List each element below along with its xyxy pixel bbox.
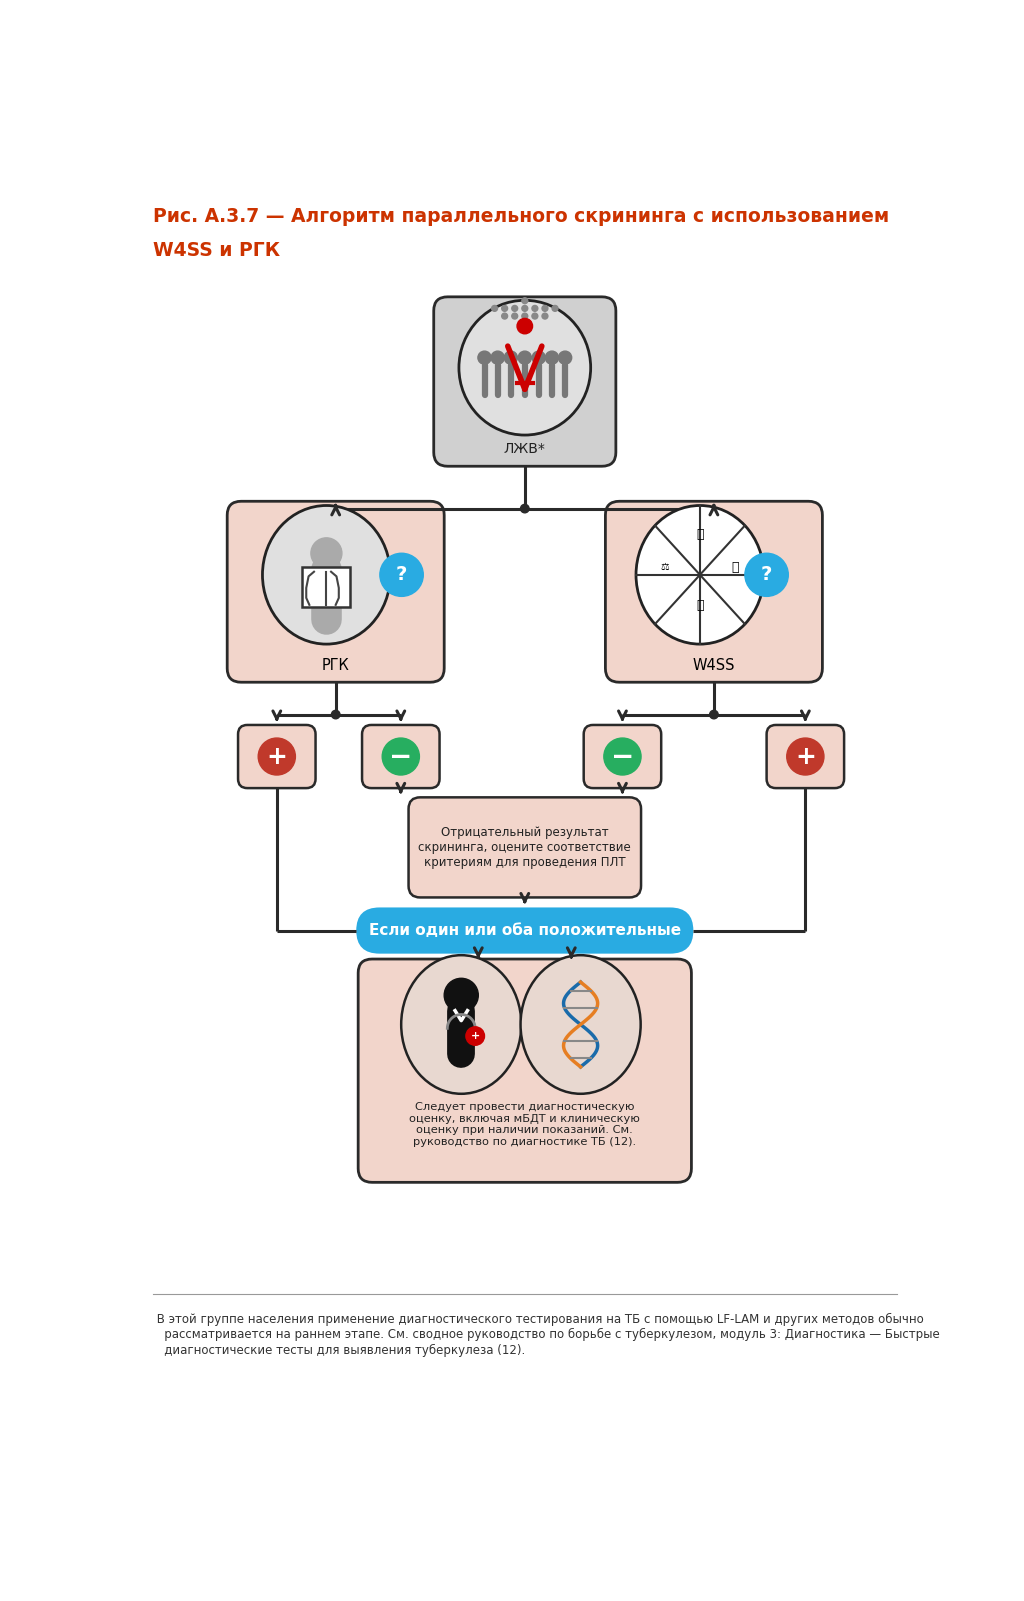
Ellipse shape [401,956,521,1093]
FancyBboxPatch shape [356,908,693,954]
Text: Если один или оба положительные: Если один или оба положительные [369,924,681,938]
Circle shape [517,319,532,333]
Text: +: + [795,744,816,768]
Circle shape [604,738,641,775]
Text: 👤: 👤 [696,528,703,541]
Text: ЛЖВ*: ЛЖВ* [504,442,546,456]
Circle shape [380,554,423,596]
Circle shape [332,711,340,719]
Circle shape [311,538,342,568]
Text: ⚖: ⚖ [660,562,670,572]
FancyBboxPatch shape [409,797,641,898]
Circle shape [492,306,498,311]
FancyBboxPatch shape [434,296,615,466]
Text: W4SS: W4SS [692,658,735,672]
Text: ?: ? [761,565,772,584]
Circle shape [552,306,558,311]
Circle shape [531,314,538,319]
FancyBboxPatch shape [767,725,844,788]
Ellipse shape [520,956,641,1093]
Circle shape [531,306,538,311]
Circle shape [744,554,788,596]
Circle shape [502,314,508,319]
Circle shape [382,738,420,775]
Circle shape [518,351,531,363]
Text: 🌡: 🌡 [731,560,738,573]
Circle shape [786,738,824,775]
Circle shape [466,1026,484,1045]
Circle shape [542,314,548,319]
FancyBboxPatch shape [302,567,350,607]
FancyBboxPatch shape [227,501,444,682]
Text: ?: ? [396,565,408,584]
Text: Рис. А.3.7 — Алгоритм параллельного скрининга с использованием: Рис. А.3.7 — Алгоритм параллельного скри… [153,207,889,226]
Text: +: + [471,1031,480,1041]
Text: Следует провести диагностическую
оценку, включая мБДТ и клиническую
оценку при н: Следует провести диагностическую оценку,… [410,1101,640,1146]
Ellipse shape [459,301,591,435]
Ellipse shape [636,506,764,644]
Circle shape [522,298,527,304]
Ellipse shape [262,506,390,644]
Text: 👤: 👤 [696,599,703,612]
FancyBboxPatch shape [605,501,822,682]
Circle shape [558,351,571,363]
Circle shape [546,351,558,363]
Text: W4SS и РГК: W4SS и РГК [153,240,280,259]
Circle shape [492,351,504,363]
Circle shape [502,306,508,311]
Circle shape [710,711,718,719]
Circle shape [504,351,517,363]
Circle shape [532,351,546,363]
Circle shape [258,738,295,775]
Circle shape [542,306,548,311]
FancyBboxPatch shape [362,725,439,788]
Text: −: − [611,743,634,770]
FancyBboxPatch shape [584,725,662,788]
FancyBboxPatch shape [358,959,691,1183]
Circle shape [512,314,518,319]
Text: Отрицательный результат
скрининга, оцените соответствие
критериям для проведения: Отрицательный результат скрининга, оцени… [419,826,631,869]
Text: +: + [266,744,288,768]
Text: В этой группе населения применение диагностического тестирования на ТБ с помощью: В этой группе населения применение диагн… [153,1313,940,1356]
Circle shape [512,306,518,311]
Circle shape [444,978,478,1012]
Circle shape [520,504,529,512]
Circle shape [522,314,527,319]
Text: РГК: РГК [322,658,349,672]
Text: −: − [389,743,413,770]
Circle shape [522,306,527,311]
FancyBboxPatch shape [238,725,315,788]
Circle shape [478,351,492,363]
